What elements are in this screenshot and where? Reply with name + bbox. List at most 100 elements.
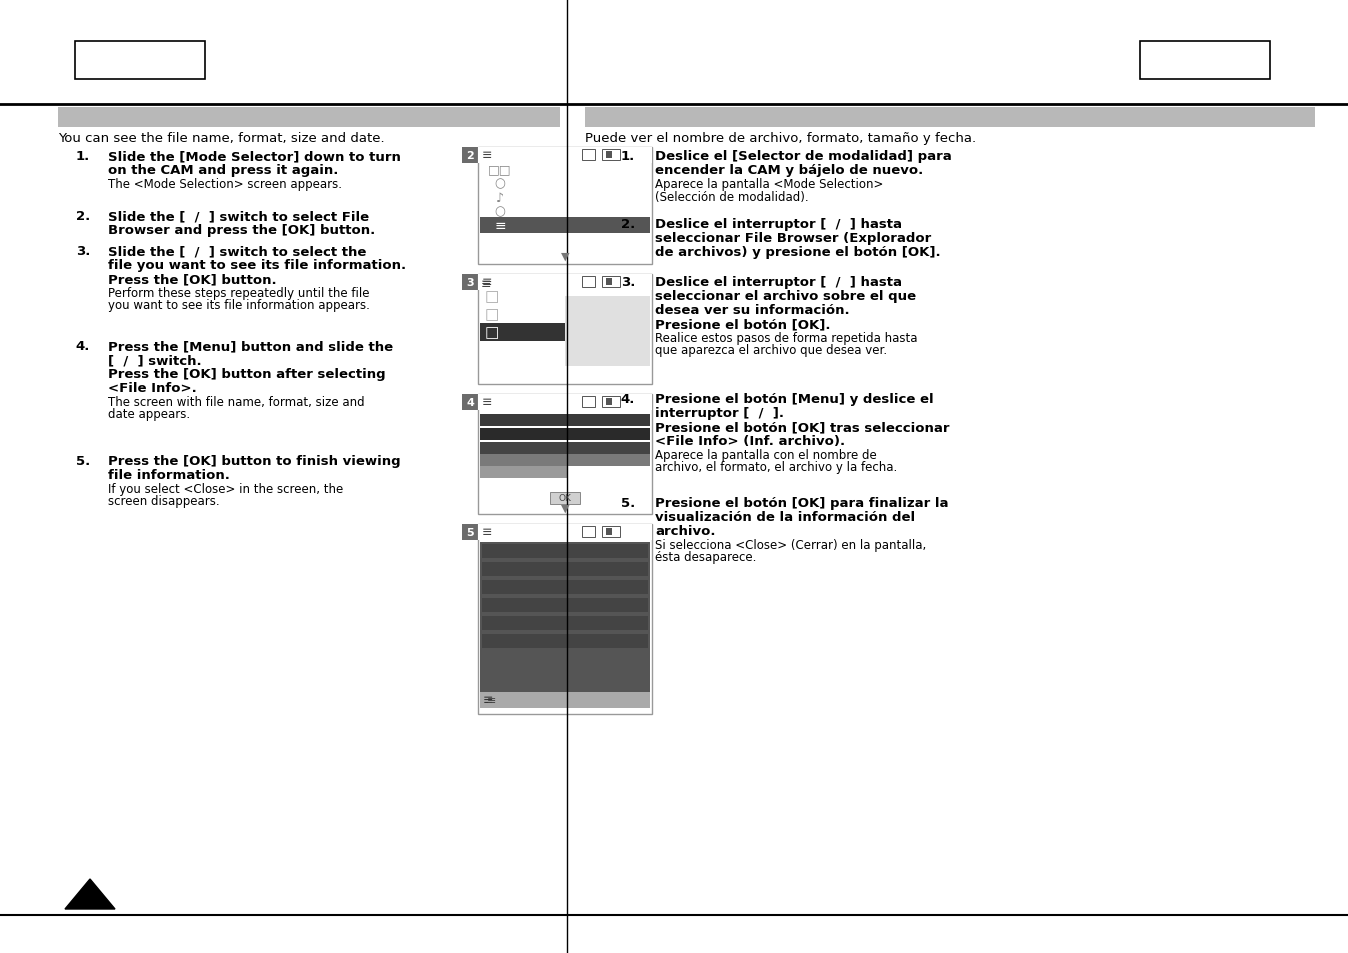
Bar [607,529,612,536]
Text: Deslice el interruptor [  /  ] hasta: Deslice el interruptor [ / ] hasta [655,218,902,231]
Text: you want to see its file information appears.: you want to see its file information app… [108,299,369,313]
Text: date appears.: date appears. [108,408,190,421]
Text: (Selección de modalidad).: (Selección de modalidad). [655,191,809,203]
Bar [483,562,648,577]
Text: ≡: ≡ [483,276,492,289]
Text: 2.: 2. [620,218,635,231]
Text: Press the [OK] button to finish viewing: Press the [OK] button to finish viewing [108,455,400,468]
Bar [479,524,652,540]
Bar [479,148,652,164]
Text: If you select <Close> in the screen, the: If you select <Close> in the screen, the [108,482,344,496]
Bar [483,635,648,648]
Bar [462,148,479,164]
Text: Perform these steps repeatedly until the file: Perform these steps repeatedly until the… [108,287,369,299]
Bar [603,150,620,161]
Bar [607,398,612,406]
Text: Deslice el interruptor [  /  ] hasta: Deslice el interruptor [ / ] hasta [655,275,902,289]
Text: ≡: ≡ [488,696,496,705]
Bar [479,274,652,385]
Text: Slide the [  /  ] switch to select File: Slide the [ / ] switch to select File [108,210,369,223]
Bar [582,526,594,537]
Text: ○: ○ [495,177,506,191]
Text: Press the [OK] button after selecting: Press the [OK] button after selecting [108,368,386,380]
Bar [582,150,594,161]
Text: archivo.: archivo. [655,524,716,537]
Text: visualización de la información del: visualización de la información del [655,511,915,523]
Text: Realice estos pasos de forma repetida hasta: Realice estos pasos de forma repetida ha… [655,332,918,345]
Text: que aparezca el archivo que desea ver.: que aparezca el archivo que desea ver. [655,344,887,357]
Bar [479,395,652,411]
Bar [480,692,650,708]
Bar [462,274,479,291]
Text: Puede ver el nombre de archivo, formato, tamaño y fecha.: Puede ver el nombre de archivo, formato,… [585,132,976,145]
Bar [480,467,568,478]
Text: ○: ○ [495,205,506,218]
Bar [480,442,650,455]
Bar [550,493,580,504]
Text: Deslice el [Selector de modalidad] para: Deslice el [Selector de modalidad] para [655,150,952,163]
Text: [  /  ] switch.: [ / ] switch. [108,354,202,367]
Text: OK: OK [558,494,572,503]
Bar [607,278,612,286]
Text: de archivos) y presione el botón [OK].: de archivos) y presione el botón [OK]. [655,246,941,258]
Text: ▼: ▼ [561,503,569,514]
Bar [603,526,620,537]
Text: Aparece la pantalla con el nombre de: Aparece la pantalla con el nombre de [655,449,876,461]
Bar [479,524,652,714]
Text: Presione el botón [OK] tras seleccionar: Presione el botón [OK] tras seleccionar [655,420,949,434]
Text: <File Info>.: <File Info>. [108,381,197,395]
Bar [483,598,648,613]
Text: Browser and press the [OK] button.: Browser and press the [OK] button. [108,224,375,236]
Bar [480,415,650,427]
Text: Press the [OK] button.: Press the [OK] button. [108,273,276,286]
Text: Slide the [Mode Selector] down to turn: Slide the [Mode Selector] down to turn [108,150,400,163]
Text: Slide the [  /  ] switch to select the: Slide the [ / ] switch to select the [108,245,367,257]
Bar [483,617,648,630]
Text: □: □ [485,289,499,304]
Text: 1.: 1. [75,150,90,163]
Bar [58,108,559,128]
Bar [603,396,620,408]
Text: Presione el botón [Menu] y deslice el: Presione el botón [Menu] y deslice el [655,393,934,406]
Bar [607,152,612,159]
Bar [75,42,205,80]
Polygon shape [65,879,115,909]
Bar [480,429,650,440]
Text: You can see the file name, format, size and date.: You can see the file name, format, size … [58,132,384,145]
Bar [603,276,620,288]
Text: encender la CAM y bájelo de nuevo.: encender la CAM y bájelo de nuevo. [655,164,923,177]
Bar [480,218,650,233]
Text: Presione el botón [OK] para finalizar la: Presione el botón [OK] para finalizar la [655,497,949,510]
Text: 3.: 3. [75,245,90,257]
Bar [479,274,652,291]
Text: 5.: 5. [620,497,635,510]
Text: Presione el botón [OK].: Presione el botón [OK]. [655,317,830,331]
Text: ≡: ≡ [483,694,493,707]
Text: 3: 3 [466,277,473,288]
Text: 3.: 3. [620,275,635,289]
Text: The screen with file name, format, size and: The screen with file name, format, size … [108,395,364,409]
Text: Si selecciona <Close> (Cerrar) en la pantalla,: Si selecciona <Close> (Cerrar) en la pan… [655,538,926,552]
Text: □□: □□ [488,163,512,176]
Bar [462,395,479,411]
Text: file you want to see its file information.: file you want to see its file informatio… [108,258,406,272]
Text: ≡: ≡ [483,396,492,409]
Text: ≡: ≡ [483,150,492,162]
Text: ≡: ≡ [483,526,492,539]
Bar [462,524,479,540]
Text: desea ver su información.: desea ver su información. [655,304,849,316]
Text: ≡: ≡ [495,219,506,233]
Text: on the CAM and press it again.: on the CAM and press it again. [108,164,338,177]
Text: 1.: 1. [620,150,635,163]
Text: 4.: 4. [75,339,90,353]
Text: archivo, el formato, el archivo y la fecha.: archivo, el formato, el archivo y la fec… [655,461,898,474]
Text: □: □ [485,325,499,340]
Text: 2: 2 [466,151,474,161]
Bar [483,544,648,558]
Text: ésta desaparece.: ésta desaparece. [655,551,756,564]
Bar [585,108,1316,128]
Text: 5: 5 [466,527,473,537]
Text: seleccionar el archivo sobre el que: seleccionar el archivo sobre el que [655,290,917,303]
Text: Press the [Menu] button and slide the: Press the [Menu] button and slide the [108,339,394,353]
Bar [480,324,650,341]
